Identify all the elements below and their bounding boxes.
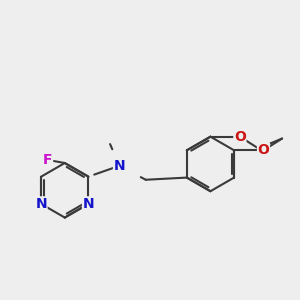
Text: N: N <box>82 197 94 211</box>
Text: N: N <box>114 159 125 173</box>
Text: N: N <box>35 197 47 211</box>
Text: O: O <box>258 143 269 157</box>
Text: O: O <box>234 130 246 144</box>
Text: F: F <box>43 153 52 167</box>
